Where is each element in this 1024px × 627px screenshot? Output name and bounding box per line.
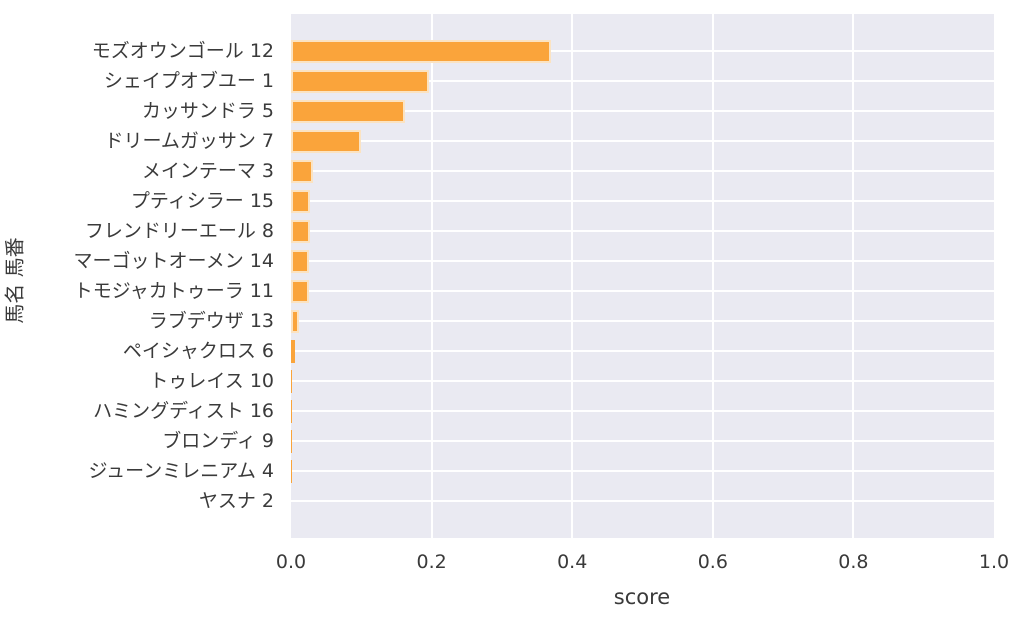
y-gridline xyxy=(291,260,994,262)
x-tick-label: 0.2 xyxy=(416,551,447,573)
x-tick-label: 0.6 xyxy=(697,551,728,573)
bar-row xyxy=(291,396,994,426)
y-gridline xyxy=(291,470,994,472)
y-tick-label: メインテーマ 3 xyxy=(141,160,274,182)
y-gridline xyxy=(291,290,994,292)
bar-row xyxy=(291,96,994,126)
x-tick-label: 0.8 xyxy=(838,551,869,573)
y-gridline xyxy=(291,440,994,442)
bar-rows xyxy=(291,14,994,538)
y-gridline xyxy=(291,320,994,322)
bar-row xyxy=(291,156,994,186)
bar xyxy=(291,429,292,453)
y-tick-label: ドリームガッサン 7 xyxy=(104,130,274,152)
bar-row xyxy=(291,426,994,456)
bar-row xyxy=(291,66,994,96)
y-gridline xyxy=(291,230,994,232)
y-gridline xyxy=(291,80,994,82)
bar xyxy=(291,459,292,483)
x-tick-label: 0.0 xyxy=(275,551,307,573)
bar xyxy=(291,309,300,333)
y-tick-labels: モズオウンゴール 12 シェイプオブユー 1 カッサンドラ 5 ドリームガッサン 7 メ… xyxy=(0,14,283,538)
bar-row xyxy=(291,366,994,396)
bar xyxy=(291,69,430,93)
x-tick-label: 1.0 xyxy=(978,551,1010,573)
bar-row xyxy=(291,276,994,306)
y-gridline xyxy=(291,200,994,202)
x-gridline xyxy=(711,14,714,538)
bar-row xyxy=(291,216,994,246)
bar xyxy=(291,129,361,153)
bar xyxy=(291,189,310,213)
y-tick-label: カッサンドラ 5 xyxy=(141,100,274,122)
y-gridline xyxy=(291,170,994,172)
bar-row xyxy=(291,246,994,276)
y-gridline xyxy=(291,350,994,352)
y-tick-label: トモジャカトゥーラ 11 xyxy=(73,280,274,302)
y-tick-label: ハミングディスト 16 xyxy=(93,400,274,422)
bar xyxy=(291,399,293,423)
y-gridline xyxy=(291,380,994,382)
y-gridline xyxy=(291,50,994,52)
x-tick-label: 0.4 xyxy=(557,551,588,573)
plot-area xyxy=(291,14,994,538)
y-tick-label: モズオウンゴール 12 xyxy=(91,40,274,62)
x-axis-label: score xyxy=(613,585,671,609)
bar xyxy=(291,279,310,303)
bar-row xyxy=(291,486,994,516)
y-tick-label: ラブデウザ 13 xyxy=(148,310,274,332)
bar-row xyxy=(291,456,994,486)
y-gridline xyxy=(291,410,994,412)
bar-row xyxy=(291,186,994,216)
bar-row xyxy=(291,336,994,366)
y-tick-label: シェイプオブユー 1 xyxy=(103,70,274,92)
y-tick-label: ジューンミレニアム 4 xyxy=(88,460,274,482)
y-tick-label: ペイシャクロス 6 xyxy=(122,340,274,362)
y-gridline xyxy=(291,110,994,112)
bar-row xyxy=(291,306,994,336)
x-gridline xyxy=(571,14,574,538)
bar xyxy=(291,249,310,273)
bar xyxy=(291,99,405,123)
y-tick-label: プティシラー 15 xyxy=(130,190,274,212)
y-gridline xyxy=(291,140,994,142)
bar xyxy=(291,39,552,63)
bar xyxy=(291,369,293,393)
bar xyxy=(291,219,310,243)
x-gridline xyxy=(852,14,855,538)
bar-row xyxy=(291,36,994,66)
x-gridline xyxy=(430,14,433,538)
bar-row xyxy=(291,126,994,156)
bar xyxy=(291,159,313,183)
y-tick-label: トゥレイス 10 xyxy=(149,370,274,392)
bar xyxy=(291,339,295,363)
y-tick-label: ヤスナ 2 xyxy=(198,490,274,512)
y-tick-label: フレンドリーエール 8 xyxy=(84,220,274,242)
y-tick-label: マーゴットオーメン 14 xyxy=(73,250,274,272)
y-tick-label: ブロンディ 9 xyxy=(162,430,274,452)
y-gridline xyxy=(291,500,994,502)
